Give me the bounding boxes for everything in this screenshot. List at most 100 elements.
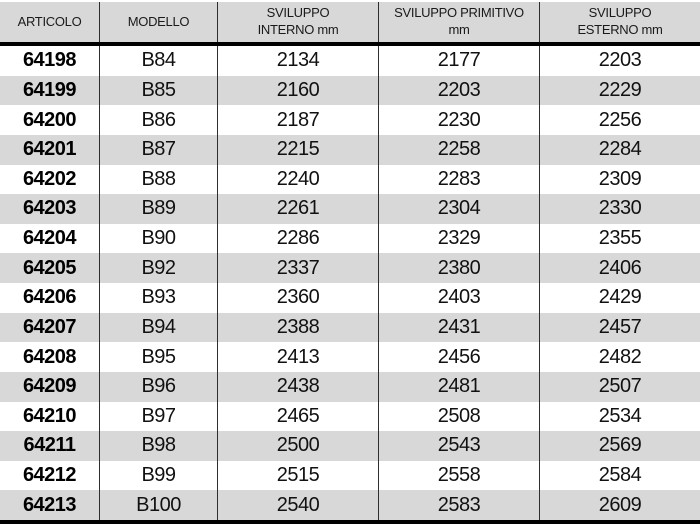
table-row: 64206 B93 2360 2403 2429 (0, 283, 700, 313)
cell-sviluppo-primitivo: 2508 (379, 401, 540, 432)
cell-modello: B95 (100, 342, 218, 372)
column-header-sviluppo-esterno: SVILUPPO ESTERNO mm (577, 5, 663, 37)
cell-articolo: 64204 (0, 223, 100, 254)
cell-sviluppo-primitivo: 2329 (379, 223, 540, 254)
table-body: 64198 B84 2134 2177 2203 64199 B85 2160 … (0, 46, 700, 520)
table-row: 64211 B98 2500 2543 2569 (0, 431, 700, 461)
cell-articolo: 64203 (0, 194, 100, 224)
cell-sviluppo-esterno: 2534 (598, 404, 642, 427)
cell-articolo: 64198 (0, 46, 100, 76)
cell-sviluppo-interno: 2515 (218, 460, 379, 491)
cell-articolo: 64209 (0, 371, 100, 402)
cell-sviluppo-interno: 2160 (218, 75, 379, 106)
table-row: 64202 B88 2240 2283 2309 (0, 164, 700, 195)
cell-articolo: 64202 (0, 164, 100, 195)
column-header-sviluppo-interno: SVILUPPO INTERNO mm (218, 2, 379, 42)
cell-articolo: 64206 (0, 283, 100, 313)
cell-sviluppo-esterno: 2406 (598, 256, 642, 279)
cell-sviluppo-esterno: 2355 (598, 227, 642, 250)
cell-sviluppo-interno: 2540 (218, 490, 379, 520)
cell-sviluppo-interno: 2388 (218, 312, 379, 343)
cell-sviluppo-interno: 2134 (218, 46, 379, 76)
cell-sviluppo-interno: 2413 (218, 342, 379, 372)
column-header-sviluppo-primitivo: SVILUPPO PRIMITIVO mm (379, 2, 540, 42)
cell-sviluppo-esterno: 2584 (598, 464, 642, 487)
cell-sviluppo-primitivo: 2203 (379, 75, 540, 106)
cell-modello: B89 (100, 194, 218, 224)
cell-modello: B90 (100, 223, 218, 254)
table-row: 64213 B100 2540 2583 2609 (0, 490, 700, 520)
cell-sviluppo-esterno: 2284 (598, 138, 642, 161)
cell-sviluppo-interno: 2187 (218, 105, 379, 135)
cell-modello: B93 (100, 283, 218, 313)
cell-sviluppo-esterno: 2569 (598, 434, 642, 457)
cell-sviluppo-primitivo: 2403 (379, 283, 540, 313)
cell-modello: B87 (100, 134, 218, 165)
cell-sviluppo-primitivo: 2283 (379, 164, 540, 195)
cell-articolo: 64199 (0, 75, 100, 106)
table-header-row: ARTICOLO MODELLO SVILUPPO INTERNO mm SVI… (0, 2, 700, 46)
cell-sviluppo-interno: 2337 (218, 253, 379, 283)
cell-sviluppo-interno: 2500 (218, 431, 379, 461)
cell-sviluppo-primitivo: 2558 (379, 460, 540, 491)
cell-sviluppo-primitivo: 2583 (379, 490, 540, 520)
cell-sviluppo-esterno: 2457 (598, 315, 642, 338)
table-row: 64199 B85 2160 2203 2229 (0, 75, 700, 106)
table-row: 64201 B87 2215 2258 2284 (0, 134, 700, 165)
cell-articolo: 64201 (0, 134, 100, 165)
cell-sviluppo-esterno: 2609 (598, 493, 642, 516)
cell-modello: B99 (100, 460, 218, 491)
table-row: 64203 B89 2261 2304 2330 (0, 194, 700, 224)
table-row: 64209 B96 2438 2481 2507 (0, 371, 700, 402)
cell-sviluppo-esterno: 2482 (598, 345, 642, 368)
cell-modello: B100 (100, 490, 218, 520)
cell-sviluppo-interno: 2286 (218, 223, 379, 254)
cell-sviluppo-primitivo: 2177 (379, 46, 540, 76)
cell-modello: B84 (100, 46, 218, 76)
cell-sviluppo-interno: 2240 (218, 164, 379, 195)
cell-articolo: 64200 (0, 105, 100, 135)
cell-sviluppo-primitivo: 2380 (379, 253, 540, 283)
cell-sviluppo-primitivo: 2456 (379, 342, 540, 372)
table-row: 64200 B86 2187 2230 2256 (0, 105, 700, 135)
table-row: 64210 B97 2465 2508 2534 (0, 401, 700, 432)
table-row: 64207 B94 2388 2431 2457 (0, 312, 700, 343)
cell-articolo: 64211 (0, 431, 100, 461)
cell-sviluppo-primitivo: 2304 (379, 194, 540, 224)
cell-sviluppo-interno: 2215 (218, 134, 379, 165)
cell-modello: B86 (100, 105, 218, 135)
table-row: 64212 B99 2515 2558 2584 (0, 460, 700, 491)
cell-sviluppo-esterno: 2229 (598, 78, 642, 101)
cell-articolo: 64205 (0, 253, 100, 283)
cell-modello: B88 (100, 164, 218, 195)
cell-modello: B98 (100, 431, 218, 461)
cell-sviluppo-interno: 2360 (218, 283, 379, 313)
cell-sviluppo-esterno: 2330 (598, 197, 642, 220)
cell-sviluppo-primitivo: 2543 (379, 431, 540, 461)
cell-articolo: 64212 (0, 460, 100, 491)
cell-modello: B97 (100, 401, 218, 432)
cell-articolo: 64207 (0, 312, 100, 343)
cell-sviluppo-primitivo: 2481 (379, 371, 540, 402)
cell-modello: B94 (100, 312, 218, 343)
cell-articolo: 64208 (0, 342, 100, 372)
table-row: 64198 B84 2134 2177 2203 (0, 46, 700, 76)
column-header-modello: MODELLO (100, 2, 218, 42)
cell-articolo: 64213 (0, 490, 100, 520)
cell-modello: B96 (100, 371, 218, 402)
cell-modello: B85 (100, 75, 218, 106)
cell-modello: B92 (100, 253, 218, 283)
cell-sviluppo-interno: 2438 (218, 371, 379, 402)
cell-sviluppo-esterno: 2256 (598, 108, 642, 131)
cell-sviluppo-primitivo: 2230 (379, 105, 540, 135)
column-header-articolo: ARTICOLO (0, 2, 100, 42)
table-row: 64208 B95 2413 2456 2482 (0, 342, 700, 372)
table-row: 64204 B90 2286 2329 2355 (0, 223, 700, 254)
cell-sviluppo-esterno: 2203 (598, 49, 642, 72)
cell-sviluppo-interno: 2465 (218, 401, 379, 432)
cell-articolo: 64210 (0, 401, 100, 432)
cell-sviluppo-esterno: 2429 (598, 286, 642, 309)
table-row: 64205 B92 2337 2380 2406 (0, 253, 700, 283)
